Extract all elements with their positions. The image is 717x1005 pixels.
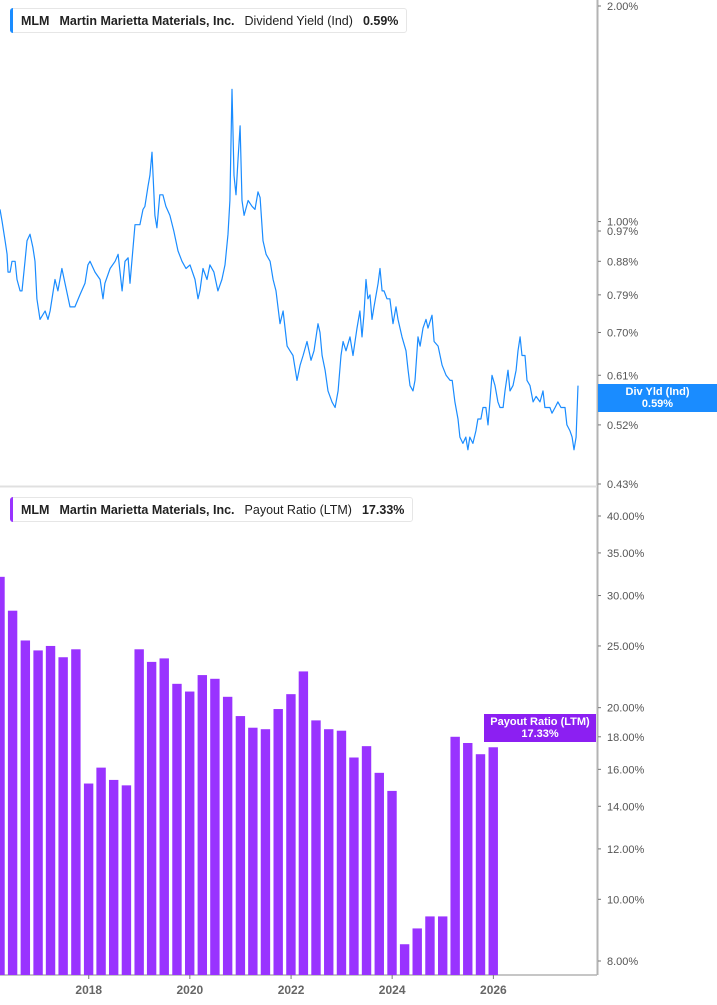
badge-value: 17.33% [521,728,559,740]
payout-bar [7,610,18,975]
x-tick-label: 2022 [278,983,305,997]
legend-ticker: MLM [21,13,50,28]
payout-bar [463,742,473,975]
y-tick-label: 0.97% [607,226,638,238]
payout-bar [96,767,106,975]
yield-y-axis: 2.00% 1.00%0.97% 0.88% 0.79% 0.70% 0.61% 0.52%… [598,1,638,491]
payout-bar [248,727,258,975]
payout-value-badge: Payout Ratio (LTM) 17.33% [484,714,596,742]
payout-bar [361,746,372,975]
payout-bar [134,649,144,975]
payout-bar [311,720,321,975]
payout-bar [399,944,410,975]
payout-bar [412,928,422,975]
payout-bar [121,785,132,975]
x-tick-label: 2026 [480,983,507,997]
payout-bar [475,754,486,975]
payout-bar [286,694,296,975]
legend-color-bar [10,8,13,33]
payout-bar [197,675,208,975]
payout-bar [108,779,119,975]
x-tick-label: 2024 [379,983,406,997]
payout-bar [71,649,81,975]
badge-value: 0.59% [641,398,674,410]
payout-bar [298,671,309,975]
y-tick-label: 10.00% [607,894,645,906]
payout-bar [33,650,43,975]
y-tick-label: 8.00% [607,956,638,968]
payout-bar [172,683,182,975]
dividend-yield-line [0,88,579,451]
payout-bar [185,691,195,975]
badge-label: Payout Ratio (LTM) [490,716,590,728]
y-tick-label: 16.00% [607,764,645,776]
payout-bar [20,640,31,975]
x-tick-label: 2018 [75,983,102,997]
payout-bar [324,729,334,975]
legend-company: Martin Marietta Materials, Inc. [59,502,235,517]
y-tick-label: 18.00% [607,732,645,744]
y-tick-label: 0.88% [607,256,638,268]
payout-bar [260,729,271,975]
payout-bar [45,645,56,975]
payout-bar [273,709,283,975]
payout-bar [210,678,220,975]
y-tick-label: 0.70% [607,327,638,339]
payout-bars [0,576,498,975]
payout-bar [146,661,157,975]
x-axis: 2018 2020 2022 2024 2026 [75,975,507,997]
payout-bar [0,576,5,975]
legend-ticker: MLM [21,502,50,517]
y-tick-label: 0.79% [607,290,638,302]
payout-bar [58,657,68,975]
payout-y-axis: 40.00% 35.00% 30.00% 25.00% 20.00% 18.00% 16.0… [598,511,645,968]
payout-bar [235,716,246,975]
payout-bar [450,736,460,975]
yield-value-badge: Div Yld (Ind) 0.59% [598,384,717,412]
legend-metric: Payout Ratio (LTM) [244,502,352,517]
payout-bar [349,757,359,975]
payout-bar [425,916,435,975]
legend-value: 0.59% [362,13,399,28]
y-tick-label: 14.00% [607,801,645,813]
y-tick-label: 12.00% [607,844,645,856]
y-tick-label: 2.00% [607,1,638,13]
y-tick-label: 0.52% [607,420,638,432]
y-tick-label: 30.00% [607,591,645,603]
yield-legend: MLM Martin Marietta Materials, Inc. Divi… [10,8,408,33]
badge-label: Div Yld (Ind) [625,386,690,398]
x-tick-label: 2020 [176,983,203,997]
payout-legend: MLM Martin Marietta Materials, Inc. Payo… [10,497,414,522]
y-tick-label: 25.00% [607,641,645,653]
payout-bar [159,658,169,975]
payout-bar [437,916,448,975]
legend-value: 17.33% [361,502,405,517]
y-tick-label: 0.61% [607,370,638,382]
y-tick-label: 40.00% [607,511,645,523]
y-tick-label: 35.00% [607,548,645,560]
legend-color-bar [10,497,13,522]
legend-metric: Dividend Yield (Ind) [244,13,353,28]
y-tick-label: 1.00% [607,217,638,229]
y-tick-label: 20.00% [607,703,645,715]
payout-bar [374,772,384,975]
payout-bar [83,783,94,975]
payout-bar [222,696,233,975]
y-tick-label: 0.43% [607,479,638,491]
payout-bar [488,747,498,975]
payout-bar [387,790,397,975]
payout-bar [336,730,347,975]
legend-company: Martin Marietta Materials, Inc. [59,13,235,28]
